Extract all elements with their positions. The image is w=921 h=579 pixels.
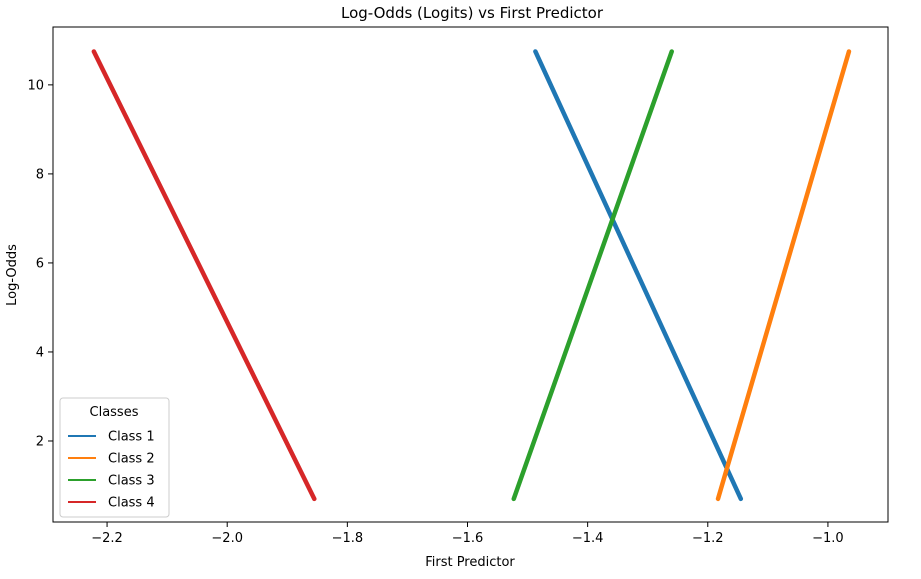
x-tick-label: −1.6 <box>452 531 484 546</box>
plot-frame <box>52 26 889 523</box>
x-axis: −2.2 −2.0 −1.8 −1.6 −1.4 −1.2 −1.0 <box>91 522 844 546</box>
y-tick-label: 4 <box>36 345 44 360</box>
y-tick-label: 10 <box>27 78 44 93</box>
y-tick-label: 8 <box>36 167 44 182</box>
y-axis: 2 4 6 8 10 <box>27 78 53 449</box>
plot-lines <box>91 49 852 502</box>
y-tick-label: 6 <box>36 256 44 271</box>
chart-title: Log-Odds (Logits) vs First Predictor <box>341 4 604 22</box>
series-line-class-3 <box>511 49 674 502</box>
x-tick-label: −1.4 <box>572 531 604 546</box>
series-line-class-2 <box>715 49 852 502</box>
legend-label-class-1: Class 1 <box>108 430 155 445</box>
x-axis-label: First Predictor <box>425 555 515 570</box>
legend-entries: Class 1 Class 2 Class 3 Class 4 <box>68 430 155 511</box>
series-line-class-4 <box>91 49 317 502</box>
x-tick-label: −1.8 <box>332 531 364 546</box>
legend-label-class-3: Class 3 <box>108 474 155 489</box>
x-tick-label: −2.0 <box>211 531 243 546</box>
x-tick-label: −1.2 <box>692 531 724 546</box>
y-tick-label: 2 <box>36 434 44 449</box>
x-tick-label: −1.0 <box>812 531 844 546</box>
series-line-class-1 <box>533 49 744 502</box>
y-axis-label: Log-Odds <box>5 244 20 306</box>
legend-label-class-2: Class 2 <box>108 452 155 467</box>
legend-label-class-4: Class 4 <box>108 496 155 511</box>
legend: Classes Class 1 Class 2 Class 3 Class 4 <box>59 397 170 518</box>
legend-title: Classes <box>90 405 139 420</box>
x-tick-label: −2.2 <box>91 531 123 546</box>
legend-box <box>59 397 170 518</box>
